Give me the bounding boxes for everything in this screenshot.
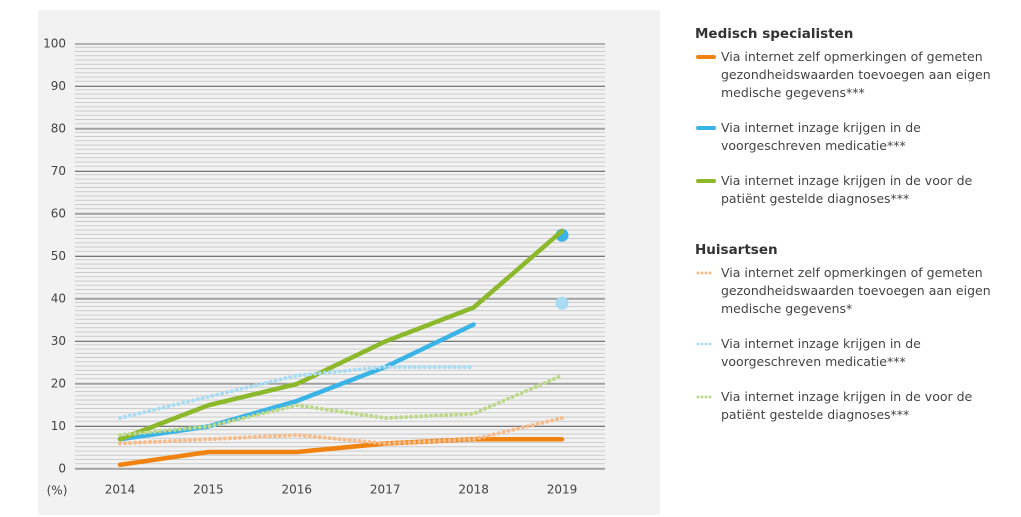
x-tick-label: 2019 — [547, 483, 578, 497]
legend-label: Via internet zelf opmerkingen of gemeten… — [721, 49, 991, 100]
legend-swatch — [696, 395, 716, 399]
x-tick-label: 2014 — [105, 483, 136, 497]
legend-group-title: Medisch specialisten — [695, 26, 854, 42]
y-tick-label: 50 — [51, 249, 66, 263]
y-tick-label: 90 — [51, 79, 66, 93]
legend-label: Via internet inzage krijgen in de voor d… — [721, 173, 973, 206]
legend-label: Via internet zelf opmerkingen of gemeten… — [721, 265, 991, 316]
legend-label: Via internet inzage krijgen in de voor d… — [721, 389, 973, 422]
y-tick-label: 10 — [51, 419, 66, 433]
series-marker — [555, 296, 569, 310]
legend-group: Medisch specialisten Via internet zelf op… — [695, 26, 1005, 208]
y-tick-label: 30 — [51, 334, 66, 348]
y-tick-label: 70 — [51, 164, 66, 178]
legend-group: Huisartsen Via internet zelf opmerkingen … — [695, 242, 1005, 424]
chart: (%) 0 10 20 30 40 50 60 70 80 90 100 2014 2015 2016 20… — [38, 10, 660, 515]
legend: Medisch specialisten Via internet zelf op… — [695, 26, 1005, 458]
legend-group-title: Huisartsen — [695, 242, 778, 258]
y-tick-label: 20 — [51, 377, 66, 391]
series-line — [117, 437, 565, 467]
legend-swatch — [696, 126, 716, 130]
legend-entry: Via internet inzage krijgen in de voorge… — [695, 335, 1005, 371]
legend-entry: Via internet inzage krijgen in de voor d… — [695, 172, 1005, 208]
legend-label: Via internet inzage krijgen in de voorge… — [721, 120, 921, 153]
series-line — [118, 373, 564, 437]
legend-entry: Via internet zelf opmerkingen of gemeten… — [695, 48, 1005, 102]
legend-swatch — [696, 342, 716, 346]
series-line — [117, 228, 565, 442]
y-tick-label: 80 — [51, 122, 66, 136]
legend-swatch — [696, 179, 716, 183]
y-tick-label: 0 — [58, 462, 66, 476]
legend-swatch — [696, 55, 716, 59]
y-tick-label: 40 — [51, 292, 66, 306]
legend-label: Via internet inzage krijgen in de voorge… — [721, 336, 921, 369]
y-tick-label: 100 — [43, 37, 66, 51]
legend-entry: Via internet inzage krijgen in de voorge… — [695, 119, 1005, 155]
series-line — [118, 416, 564, 446]
legend-entry: Via internet inzage krijgen in de voor d… — [695, 388, 1005, 424]
x-tick-label: 2018 — [458, 483, 489, 497]
x-tick-label: 2015 — [193, 483, 224, 497]
x-tick-label: 2017 — [370, 483, 401, 497]
series-line — [118, 365, 476, 420]
legend-swatch — [696, 271, 716, 275]
y-axis-label: (%) — [47, 484, 68, 498]
x-tick-label: 2016 — [282, 483, 313, 497]
y-tick-label: 60 — [51, 207, 66, 221]
legend-entry: Via internet zelf opmerkingen of gemeten… — [695, 264, 1005, 318]
